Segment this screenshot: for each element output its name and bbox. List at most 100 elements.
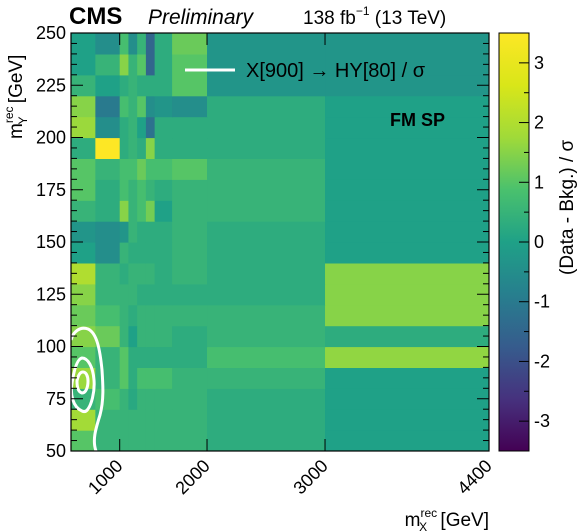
- heatmap-cell: [207, 33, 326, 55]
- y-tick-label: 50: [46, 441, 66, 461]
- heatmap-cell: [172, 33, 208, 55]
- heatmap-cell: [154, 116, 173, 139]
- heatmap-cell: [119, 262, 130, 285]
- heatmap-cell: [325, 388, 489, 410]
- heatmap-cell: [207, 116, 326, 139]
- legend-label: X[900] → HY[80] / σ: [246, 60, 426, 82]
- heatmap-cell: [128, 158, 138, 180]
- heatmap-cell: [172, 262, 208, 285]
- colorbar-label: (Data - Bkg.) / σ: [557, 139, 578, 275]
- heatmap-cell: [325, 304, 489, 327]
- x-tick-label: 2000: [171, 456, 213, 498]
- heatmap-cell: [71, 137, 96, 159]
- heatmap-cell: [137, 221, 147, 243]
- heatmap-cell: [172, 200, 208, 222]
- heatmap-cell: [128, 388, 138, 410]
- heatmap-cell: [172, 116, 208, 139]
- heatmap-cell: [172, 367, 208, 389]
- y-tick-label: 250: [36, 23, 66, 43]
- heatmap-cell: [71, 53, 96, 76]
- heatmap-cell: [154, 388, 173, 410]
- y-tick-label: 150: [36, 232, 66, 252]
- heatmap-cell: [145, 367, 156, 389]
- heatmap-cell: [71, 158, 96, 180]
- heatmap-cell: [154, 409, 173, 431]
- heatmap-cell: [119, 33, 130, 55]
- signal-contour-middle: [71, 356, 96, 414]
- z-tick-label: 1: [534, 172, 544, 192]
- heatmap-cell: [119, 283, 130, 306]
- heatmap-cell: [145, 53, 156, 76]
- heatmap-cell: [119, 242, 130, 264]
- heatmap-cell: [71, 95, 96, 118]
- heatmap-cell: [207, 367, 326, 389]
- heatmap-cell: [207, 242, 326, 264]
- heatmap-cell: [128, 33, 138, 55]
- heatmap-cell: [207, 179, 326, 201]
- heatmap-cell: [154, 346, 173, 368]
- heatmap-cell: [154, 304, 173, 327]
- heatmap-cell: [325, 409, 489, 431]
- heatmap-cell: [172, 242, 208, 264]
- heatmap-cell: [154, 367, 173, 389]
- heatmap-cell: [172, 137, 208, 159]
- z-tick-label: -2: [534, 351, 550, 371]
- heatmap-cell: [137, 95, 147, 118]
- heatmap-cell: [137, 388, 147, 410]
- heatmap-cell: [172, 53, 208, 76]
- heatmap-cell: [71, 179, 96, 201]
- heatmap-cell: [119, 430, 130, 451]
- heatmap-cell: [145, 283, 156, 306]
- signal-contour-outer: [71, 326, 105, 451]
- heatmap-cell: [145, 388, 156, 410]
- heatmap-cell: [95, 95, 121, 118]
- z-tick-label: -1: [534, 292, 550, 312]
- heatmap-cell: [172, 283, 208, 306]
- heatmap-cell: [95, 283, 121, 306]
- x-tick-label: 3000: [289, 456, 331, 498]
- y-tick-label: 175: [36, 180, 66, 200]
- heatmap-cell: [128, 346, 138, 368]
- heatmap-cell: [207, 283, 326, 306]
- heatmap-cell: [325, 179, 489, 201]
- heatmap-cell: [119, 325, 130, 348]
- y-axis-ticks: 50 75 100 125 150 175 200 225 250: [36, 23, 489, 461]
- heatmap-cell: [137, 179, 147, 201]
- heatmap-cell: [95, 242, 121, 264]
- heatmap-cell: [71, 430, 96, 451]
- colorbar-ticks: -3 -2 -1 0 1 2 3: [519, 32, 550, 452]
- heatmap-cell: [95, 116, 121, 139]
- heatmap-cell: [95, 367, 121, 389]
- heatmap-cells: [71, 33, 489, 451]
- heatmap-cell: [154, 430, 173, 451]
- heatmap-cell: [325, 430, 489, 451]
- heatmap-cell: [145, 430, 156, 451]
- heatmap-cell: [172, 221, 208, 243]
- heatmap-cell: [137, 409, 147, 431]
- heatmap-cell: [325, 367, 489, 389]
- heatmap-cell: [145, 304, 156, 327]
- heatmap-cell: [95, 221, 121, 243]
- heatmap-cell: [137, 158, 147, 180]
- heatmap-cell: [137, 304, 147, 327]
- heatmap-cell: [154, 74, 173, 97]
- heatmap-cell: [207, 262, 326, 285]
- heatmap-cell: [207, 95, 326, 118]
- heatmap-cell: [128, 325, 138, 348]
- heatmap-cell: [119, 304, 130, 327]
- heatmap-cell: [128, 116, 138, 139]
- experiment-label: CMS: [69, 3, 122, 30]
- heatmap-cell: [145, 409, 156, 431]
- heatmap-cell: [172, 409, 208, 431]
- heatmap-cell: [325, 325, 489, 348]
- heatmap-cell: [325, 262, 489, 285]
- heatmap-cell: [119, 388, 130, 410]
- heatmap-cell: [119, 179, 130, 201]
- heatmap-cell: [154, 158, 173, 180]
- heatmap-cell: [154, 179, 173, 201]
- heatmap-cell: [128, 137, 138, 159]
- heatmap-cell: [119, 53, 130, 76]
- heatmap-cell: [325, 53, 489, 76]
- heatmap-cell: [145, 242, 156, 264]
- heatmap-cell: [71, 221, 96, 243]
